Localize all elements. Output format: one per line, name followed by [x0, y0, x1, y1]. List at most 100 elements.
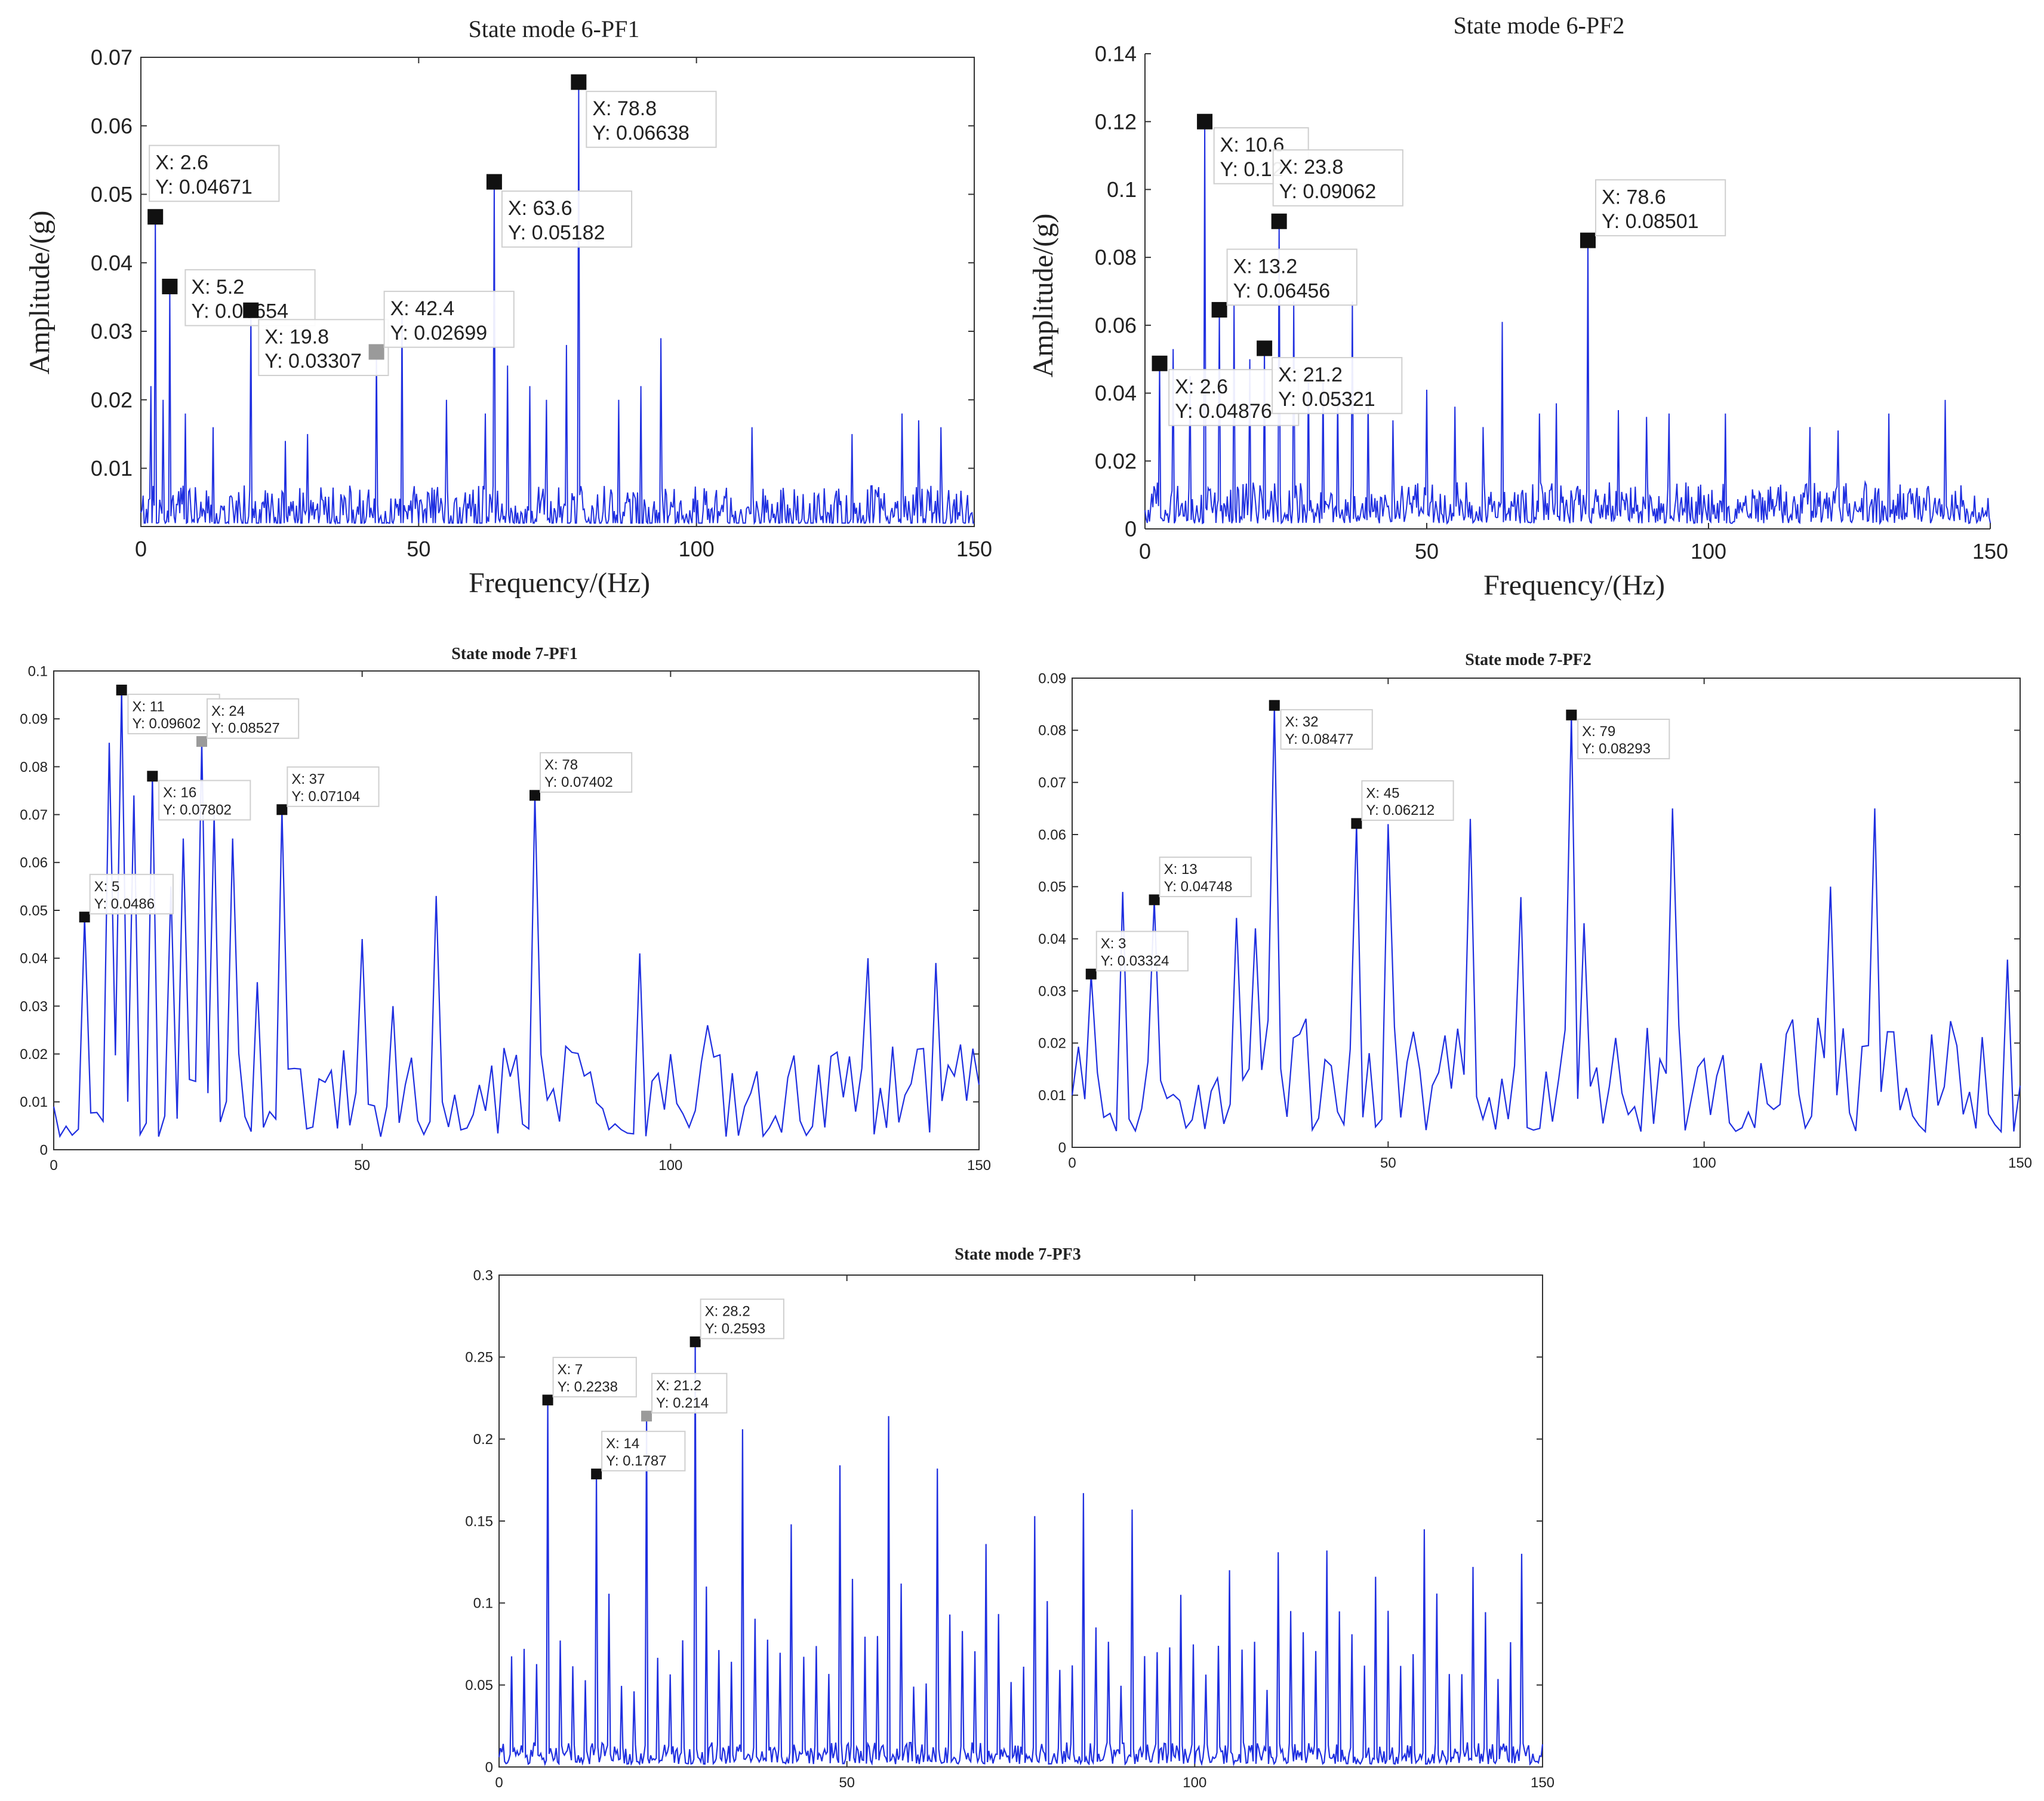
datatip-text: X: 45 — [1366, 785, 1399, 801]
chart-title: State mode 7-PF1 — [451, 645, 578, 663]
datatip-marker — [641, 1411, 652, 1422]
y-axis-label: Amplitude/(g) — [1027, 214, 1059, 378]
datatip-text: Y: 0.03654 — [191, 300, 288, 323]
x-axis-label: Frequency/(Hz) — [1483, 569, 1665, 601]
datatip: X: 13.2Y: 0.06456 — [1226, 248, 1357, 306]
datatip-box — [1577, 718, 1670, 759]
datatip-box — [700, 1298, 784, 1340]
datatip-text: Y: 0.05321 — [1278, 388, 1375, 411]
chart-title: State mode 7-PF3 — [955, 1245, 1081, 1264]
datatip-box — [601, 1430, 686, 1471]
datatip-text: Y: 0.05182 — [508, 221, 605, 244]
y-tick-label: 0.05 — [91, 182, 133, 207]
y-tick-label: 0.01 — [1038, 1088, 1066, 1104]
spectrum-line — [1071, 705, 2021, 1134]
x-tick-label: 50 — [1380, 1155, 1396, 1171]
datatip-marker — [1152, 355, 1168, 371]
datatip-marker — [486, 174, 502, 190]
datatip-marker — [530, 790, 540, 801]
datatip-box — [258, 319, 389, 376]
datatip-text: X: 79 — [1582, 724, 1615, 740]
y-tick-label: 0.1 — [28, 663, 48, 679]
x-tick-label: 50 — [354, 1157, 370, 1174]
datatip: X: 63.6Y: 0.05182 — [501, 190, 633, 248]
datatip-box — [383, 291, 515, 348]
chart-6-pf2: State mode 6-PF2 Amplitude/(g) Frequency… — [1027, 12, 2008, 601]
datatip-box — [552, 1356, 637, 1397]
x-tick-label: 50 — [1415, 539, 1439, 564]
y-tick-label: 0.02 — [91, 387, 133, 412]
datatip-text: Y: 0.2238 — [558, 1379, 618, 1395]
x-tick-label: 100 — [679, 537, 715, 561]
datatip: X: 11Y: 0.09602 — [127, 694, 220, 735]
chart-title: State mode 7-PF2 — [1465, 651, 1592, 669]
datatip-marker — [147, 771, 158, 782]
datatip-box — [207, 698, 300, 739]
datatip-text: X: 16 — [163, 785, 196, 801]
x-tick-label: 150 — [967, 1157, 991, 1174]
x-tick-label: 0 — [50, 1157, 57, 1174]
y-axis-label: Amplitude/(g) — [24, 211, 56, 375]
datatip-marker — [79, 912, 90, 923]
datatip: X: 78.6Y: 0.08501 — [1594, 179, 1726, 236]
datatip: X: 16Y: 0.07802 — [158, 780, 251, 821]
datatip-text: X: 37 — [291, 771, 325, 787]
datatip-box — [1361, 780, 1454, 821]
datatip-marker — [1211, 301, 1227, 318]
datatip-box — [1272, 149, 1403, 207]
y-tick-label: 0.25 — [465, 1350, 493, 1366]
datatip-marker — [542, 1394, 553, 1406]
x-tick-label: 150 — [1972, 539, 2008, 564]
x-tick-label: 100 — [658, 1157, 682, 1174]
chart-title: State mode 6-PF2 — [1454, 12, 1625, 39]
datatip-text: Y: 0.08501 — [1602, 210, 1699, 233]
datatip-marker — [162, 278, 178, 294]
datatip-text: X: 2.6 — [1175, 375, 1228, 398]
datatip-text: X: 28.2 — [705, 1304, 750, 1320]
datatip-text: Y: 0.09062 — [1279, 180, 1377, 203]
datatip-marker — [368, 344, 384, 360]
datatip-marker — [1085, 968, 1097, 980]
datatip-marker — [196, 736, 207, 747]
datatip-text: X: 14 — [606, 1436, 639, 1452]
datatip-marker — [276, 804, 288, 815]
x-tick-label: 100 — [1183, 1775, 1206, 1791]
y-tick-label: 0 — [1058, 1140, 1066, 1156]
datatip: X: 45Y: 0.06212 — [1361, 780, 1454, 821]
plot-frame — [1072, 678, 2021, 1148]
datatip-text: Y: 0.07402 — [544, 774, 613, 790]
x-tick-label: 150 — [956, 537, 992, 561]
spectrum-line — [498, 1341, 1544, 1767]
datatip-text: Y: 0.04748 — [1164, 879, 1233, 895]
y-tick-label: 0.3 — [473, 1267, 493, 1283]
datatip-text: Y: 0.08527 — [211, 721, 280, 737]
datatip: X: 78.8Y: 0.06638 — [586, 91, 717, 148]
datatip-box — [1159, 856, 1252, 897]
datatip-box — [586, 91, 717, 148]
datatip-marker — [1257, 340, 1273, 356]
datatip-text: X: 42.4 — [390, 297, 455, 320]
x-tick-label: 50 — [407, 537, 430, 561]
y-tick-label: 0.05 — [20, 903, 48, 919]
y-tick-label: 0.03 — [20, 999, 48, 1015]
datatip-text: X: 63.6 — [508, 197, 572, 220]
datatip-text: Y: 0.09602 — [132, 716, 201, 732]
y-tick-label: 0.03 — [1038, 983, 1066, 999]
datatip-text: Y: 0.06212 — [1366, 802, 1435, 818]
datatip-text: X: 24 — [211, 703, 245, 719]
chart-6-pf1: State mode 6-PF1 Amplitude/(g) Frequency… — [24, 16, 992, 599]
datatip-text: X: 5.2 — [191, 276, 244, 298]
datatip-box — [158, 780, 251, 821]
datatip-text: Y: 0.06456 — [1233, 279, 1331, 302]
spectrum-line — [140, 82, 974, 525]
datatip-text: Y: 0.02699 — [390, 322, 488, 344]
plot-frame — [498, 1274, 1543, 1768]
y-tick-label: 0.02 — [20, 1046, 48, 1063]
datatip-text: Y: 0.0486 — [94, 896, 155, 912]
y-tick-label: 0.09 — [1038, 670, 1066, 686]
chart-7-pf1: State mode 7-PF1 0 50 100 150 0 0.01 0.02 0.03 0… — [20, 645, 991, 1174]
datatip: X: 32Y: 0.08477 — [1280, 709, 1373, 750]
datatip-text: X: 78.6 — [1602, 186, 1666, 208]
x-tick-label: 100 — [1691, 539, 1726, 564]
datatip-text: X: 2.6 — [155, 152, 208, 174]
